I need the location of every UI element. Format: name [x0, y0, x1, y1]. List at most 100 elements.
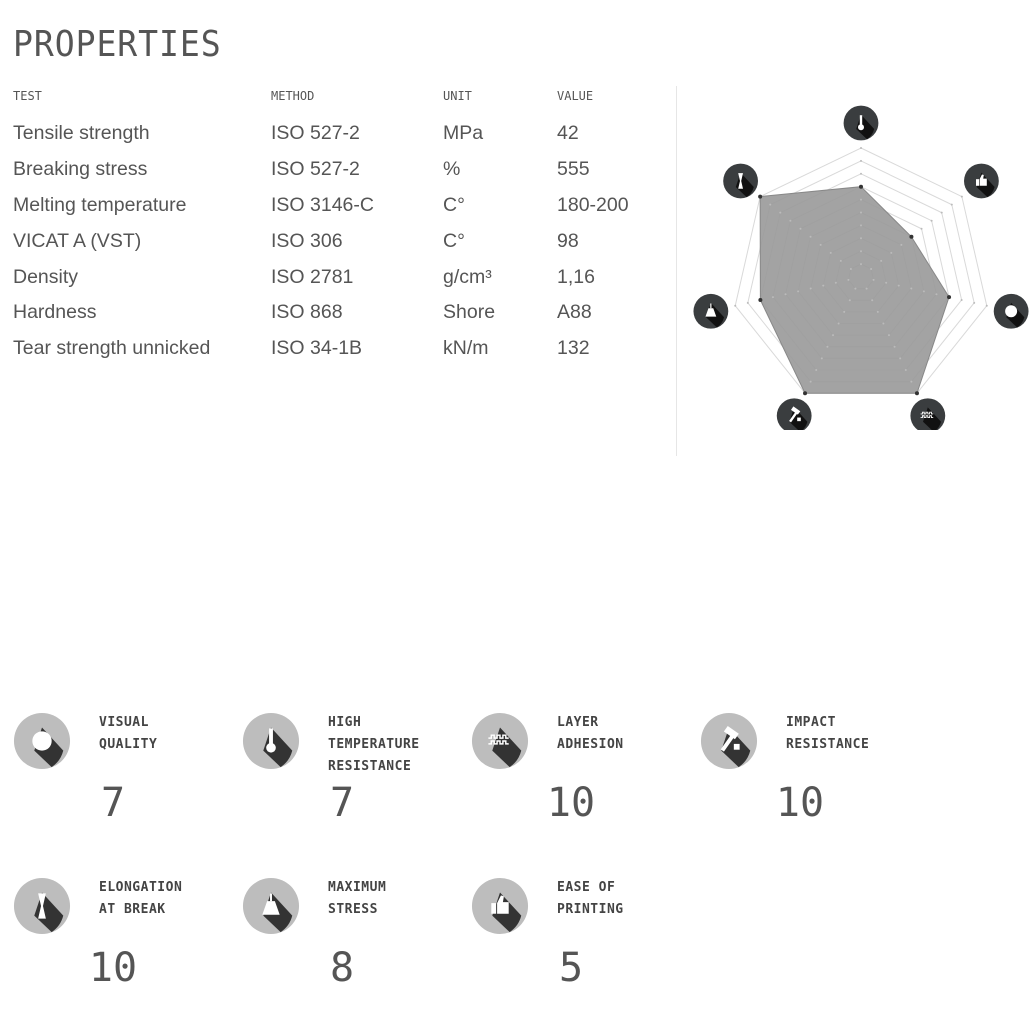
radar-grid-dot [860, 224, 862, 227]
properties-table: TEST METHOD UNIT VALUE Tensile strength I… [13, 86, 657, 367]
rating-card: EASE OF PRINTING 5 [471, 877, 700, 1027]
radar-grid-dot [797, 290, 800, 293]
radar-grid-dot [920, 227, 923, 230]
radar-grid-dot [885, 281, 888, 284]
thumbs-up-icon [471, 877, 529, 935]
divider [676, 86, 677, 456]
cell-value: 555 [557, 158, 590, 181]
radar-grid-dot [854, 287, 857, 290]
radar-grid-dot [829, 251, 832, 254]
radar-grid-dot [860, 147, 862, 149]
cell-test: Tear strength unnicked [13, 337, 211, 360]
rating-icon [700, 712, 758, 770]
rating-label: HIGH TEMPERATURE RESISTANCE [328, 715, 420, 774]
rating-value: 7 [100, 780, 126, 826]
radar-grid-dot [837, 322, 840, 325]
rating-card: ELONGATION AT BREAK 10 [13, 877, 242, 1027]
layers-icon [910, 398, 946, 430]
radar-grid-dot [910, 287, 913, 290]
radar-grid-dot [899, 357, 902, 360]
cell-method: ISO 34-1B [271, 337, 363, 360]
table-row: Melting temperature ISO 3146-C C° 180-200 [13, 188, 657, 224]
radar-grid-dot [985, 304, 988, 307]
radar-grid-dot [839, 259, 842, 262]
radar-grid-dot [809, 287, 812, 290]
rating-icon [242, 877, 300, 935]
layers-icon [471, 712, 529, 770]
page-title: PROPERTIES [13, 24, 222, 65]
radar-grid-dot [843, 310, 846, 313]
rating-card: IMPACT RESISTANCE 10 [700, 712, 929, 862]
radar-grid-dot [900, 243, 903, 246]
rating-icon [471, 712, 529, 770]
radar-grid-dot [960, 195, 963, 198]
radar-grid-dot [860, 237, 862, 240]
rating-icon [471, 877, 529, 935]
table-row: Hardness ISO 868 Shore A88 [13, 295, 657, 331]
table-row: VICAT A (VST) ISO 306 C° 98 [13, 223, 657, 259]
radar-grid-dot [815, 368, 818, 371]
elongation-icon [723, 163, 758, 199]
radar-grid-dot [860, 172, 862, 175]
radar-grid-dot [930, 219, 933, 222]
rating-label: LAYER ADHESION [557, 715, 624, 752]
cell-unit: C° [443, 193, 465, 216]
radar-grid-dot [784, 293, 787, 296]
cell-unit: kN/m [443, 337, 489, 360]
cell-value: 42 [557, 122, 579, 145]
thermometer-icon [242, 712, 300, 770]
rating-value: 5 [558, 945, 584, 991]
cell-unit: g/cm³ [443, 265, 492, 288]
header-test: TEST [13, 89, 42, 103]
rating-card: HIGH TEMPERATURE RESISTANCE 7 [242, 712, 471, 862]
cell-method: ISO 527-2 [271, 122, 360, 145]
radar-point [914, 391, 919, 396]
cell-unit: C° [443, 229, 465, 252]
radar-chart [693, 105, 1029, 430]
rating-value: 10 [88, 945, 138, 991]
radar-grid-dot [890, 251, 893, 254]
cell-unit: Shore [443, 301, 496, 324]
radar-grid-dot [860, 198, 862, 201]
rating-label: VISUAL QUALITY [99, 715, 158, 752]
rating-icon [13, 712, 71, 770]
cell-unit: % [443, 158, 461, 181]
radar-grid-dot [935, 293, 938, 296]
radar-grid-dot [746, 301, 749, 304]
header-method: METHOD [271, 89, 315, 103]
rating-card: MAXIMUM STRESS 8 [242, 877, 471, 1027]
radar-grid-dot [809, 380, 812, 383]
radar-grid-dot [848, 299, 851, 302]
radar-grid-dot [819, 243, 822, 246]
radar-grid-dot [865, 287, 868, 290]
cell-method: ISO 3146-C [271, 193, 374, 216]
cell-method: ISO 2781 [271, 265, 354, 288]
radar-grid-dot [822, 284, 825, 287]
radar-grid-dot [809, 235, 812, 238]
rating-value: 10 [775, 780, 825, 826]
radar-grid-dot [887, 334, 890, 337]
table-row: Tear strength unnicked ISO 34-1B kN/m 132 [13, 331, 657, 367]
cell-value: 98 [557, 229, 579, 252]
radar-grid-dot [897, 284, 900, 287]
rating-label: EASE OF PRINTING [557, 880, 624, 917]
radar-grid-dot [789, 219, 792, 222]
radar-grid-dot [779, 211, 782, 214]
radar-grid-dot [960, 298, 963, 301]
radar-grid-dot [872, 278, 875, 281]
thumbs-up-icon [964, 163, 999, 199]
cell-method: ISO 527-2 [271, 158, 360, 181]
radar-point [947, 295, 952, 300]
radar-grid-dot [834, 281, 837, 284]
radar-grid-dot [860, 250, 862, 253]
radar-grid-dot [893, 345, 896, 348]
radar-grid-dot [871, 299, 874, 302]
radar-grid-dot [882, 322, 885, 325]
radar-grid-dot [922, 290, 925, 293]
radar-grid-dot [880, 259, 883, 262]
radar-grid-dot [860, 263, 862, 266]
gear-circle-icon [993, 293, 1029, 329]
rating-card: LAYER ADHESION 10 [471, 712, 700, 862]
radar-grid-dot [860, 159, 862, 162]
cell-test: Density [13, 265, 79, 288]
